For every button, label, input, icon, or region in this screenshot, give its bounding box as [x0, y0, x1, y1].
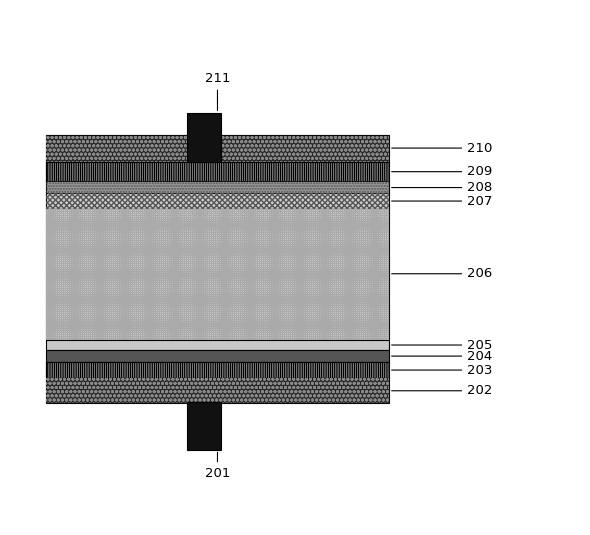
Bar: [46, 209, 389, 340]
Text: 205: 205: [392, 339, 493, 351]
Bar: [46, 193, 389, 209]
Text: 207: 207: [392, 195, 493, 208]
Bar: [46, 162, 389, 182]
Text: 211: 211: [205, 72, 230, 111]
Bar: [46, 193, 389, 209]
Bar: [46, 135, 389, 162]
Bar: [46, 378, 389, 403]
Text: 208: 208: [392, 181, 493, 194]
Text: 210: 210: [392, 142, 493, 155]
Bar: [46, 362, 389, 378]
Text: 209: 209: [392, 165, 493, 178]
Bar: [46, 181, 389, 194]
Bar: [46, 340, 389, 350]
Text: 206: 206: [392, 268, 493, 280]
Bar: [46, 135, 389, 162]
Bar: [46, 209, 389, 340]
Bar: [46, 181, 389, 194]
Bar: [186, 402, 221, 450]
Text: 203: 203: [392, 364, 493, 377]
Bar: [46, 350, 389, 363]
Text: 202: 202: [392, 384, 493, 398]
Bar: [46, 162, 389, 182]
Text: 201: 201: [205, 452, 230, 480]
Bar: [46, 362, 389, 378]
Bar: [46, 378, 389, 403]
Bar: [186, 113, 221, 162]
Text: 204: 204: [392, 349, 493, 363]
